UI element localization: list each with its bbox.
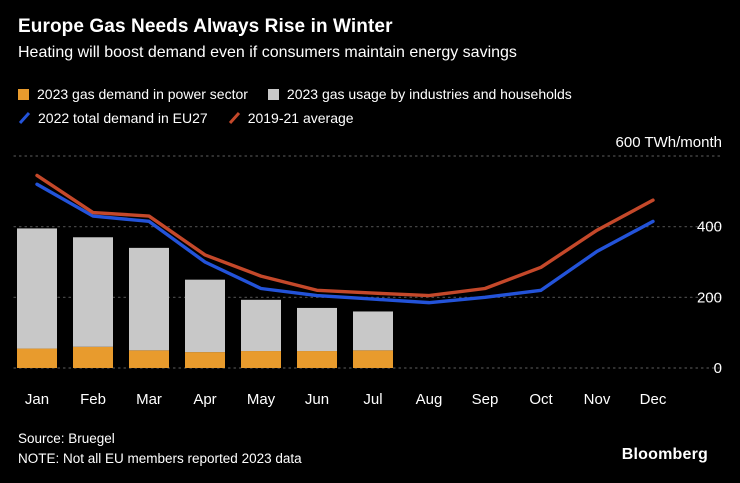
bar-power-sector bbox=[353, 350, 393, 368]
bar-power-sector bbox=[185, 352, 225, 368]
x-tick-label: Oct bbox=[529, 391, 553, 408]
y-axis-unit-label: 600 TWh/month bbox=[616, 134, 722, 151]
legend-item-industries-households: 2023 gas usage by industries and househo… bbox=[267, 86, 572, 102]
gray-swatch-icon bbox=[267, 88, 279, 100]
bar-power-sector bbox=[73, 346, 113, 368]
legend-item-2022-demand: 2022 total demand in EU27 bbox=[18, 110, 208, 126]
x-tick-label: Feb bbox=[80, 391, 106, 408]
bar-power-sector bbox=[297, 351, 337, 368]
source-text: Source: Bruegel bbox=[18, 431, 115, 446]
orange-swatch-icon bbox=[18, 88, 29, 100]
note-text: NOTE: Not all EU members reported 2023 d… bbox=[18, 451, 302, 466]
y-tick-label: 200 bbox=[697, 289, 722, 306]
line-2019-21-average bbox=[35, 173, 655, 298]
line-2022-total-demand bbox=[35, 182, 655, 305]
y-tick-label: 400 bbox=[697, 219, 722, 236]
bar-power-sector bbox=[129, 350, 169, 368]
legend-item-power-sector: 2023 gas demand in power sector bbox=[18, 86, 248, 102]
legend-label: 2022 total demand in EU27 bbox=[38, 110, 208, 126]
legend-label: 2019-21 average bbox=[247, 110, 354, 126]
bar-power-sector bbox=[241, 351, 281, 368]
legend-row-1: 2023 gas demand in power sector 2023 gas… bbox=[18, 86, 572, 102]
bar-industries-households bbox=[185, 279, 225, 353]
x-tick-label: Jan bbox=[25, 391, 49, 408]
bar-power-sector bbox=[17, 348, 57, 368]
bar-industries-households bbox=[241, 299, 281, 352]
red-line-icon bbox=[228, 111, 240, 125]
x-tick-label: Jul bbox=[363, 391, 382, 408]
legend-label: 2023 gas demand in power sector bbox=[37, 86, 248, 102]
x-tick-label: May bbox=[247, 391, 276, 408]
bloomberg-logo: Bloomberg bbox=[621, 446, 708, 463]
x-tick-label: Apr bbox=[193, 391, 216, 408]
legend-row-2: 2022 total demand in EU27 2019-21 averag… bbox=[18, 110, 354, 126]
legend-label: 2023 gas usage by industries and househo… bbox=[286, 86, 572, 102]
legend-item-2019-21-average: 2019-21 average bbox=[228, 110, 354, 126]
bar-industries-households bbox=[17, 228, 57, 349]
x-tick-label: Sep bbox=[472, 391, 499, 408]
chart-title: Europe Gas Needs Always Rise in Winter bbox=[18, 16, 393, 37]
chart-subtitle: Heating will boost demand even if consum… bbox=[18, 44, 517, 61]
x-tick-label: Aug bbox=[416, 391, 443, 408]
x-tick-label: Nov bbox=[584, 391, 611, 408]
bar-industries-households bbox=[353, 311, 393, 351]
bar-industries-households bbox=[129, 247, 169, 351]
blue-line-icon bbox=[18, 111, 31, 125]
y-tick-label: 0 bbox=[714, 360, 722, 377]
bar-industries-households bbox=[297, 307, 337, 352]
x-tick-label: Jun bbox=[305, 391, 329, 408]
bar-industries-households bbox=[73, 237, 113, 347]
x-tick-label: Dec bbox=[640, 391, 667, 408]
x-tick-label: Mar bbox=[136, 391, 162, 408]
